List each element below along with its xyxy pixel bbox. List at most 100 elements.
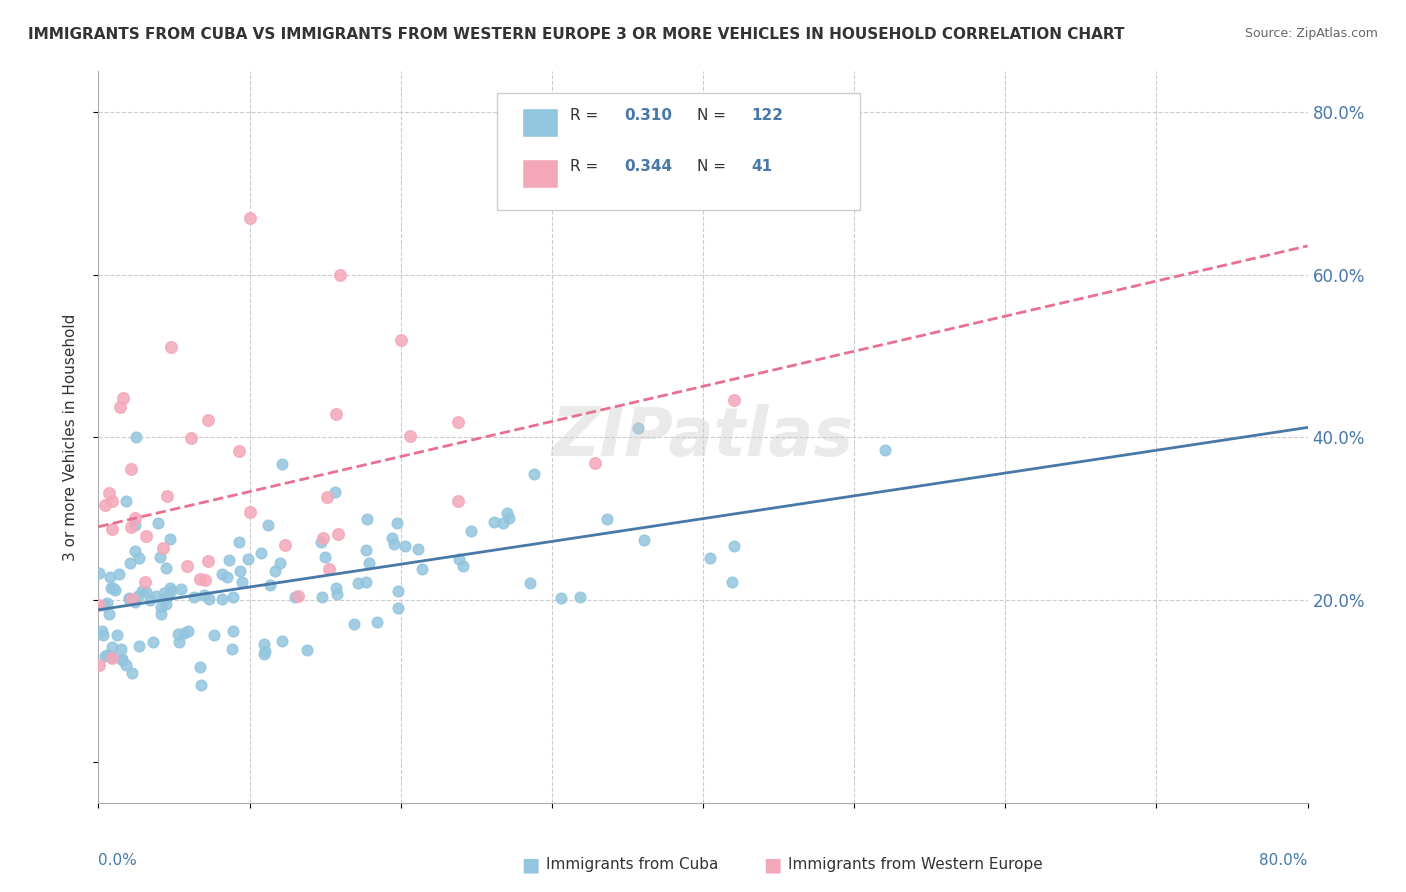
Point bbox=[152, 541, 174, 556]
Point bbox=[93, 599, 115, 613]
Point bbox=[211, 567, 233, 582]
Point bbox=[269, 556, 291, 570]
Point bbox=[311, 591, 333, 605]
Point bbox=[329, 268, 352, 282]
Text: 80.0%: 80.0% bbox=[1260, 853, 1308, 868]
Point bbox=[723, 539, 745, 553]
Point bbox=[120, 461, 142, 475]
Point bbox=[124, 595, 146, 609]
Point bbox=[197, 554, 219, 568]
Point bbox=[108, 400, 131, 414]
Point bbox=[343, 617, 366, 632]
Point bbox=[218, 553, 240, 567]
Point bbox=[387, 516, 409, 531]
Text: R =: R = bbox=[569, 108, 603, 123]
Point bbox=[347, 575, 370, 590]
Point bbox=[217, 570, 239, 584]
Point bbox=[239, 211, 262, 225]
Point bbox=[139, 593, 162, 607]
FancyBboxPatch shape bbox=[522, 108, 558, 137]
Point bbox=[550, 591, 572, 605]
Point bbox=[356, 512, 378, 526]
Point bbox=[523, 467, 546, 481]
Point bbox=[315, 491, 337, 505]
Point bbox=[101, 651, 124, 665]
Point bbox=[221, 641, 243, 656]
Point bbox=[398, 428, 420, 442]
Point bbox=[633, 533, 655, 547]
Y-axis label: 3 or more Vehicles in Household: 3 or more Vehicles in Household bbox=[63, 313, 77, 561]
Point bbox=[394, 539, 416, 553]
Point bbox=[236, 552, 259, 566]
Point bbox=[170, 582, 193, 596]
Point bbox=[519, 576, 541, 591]
Point bbox=[366, 615, 388, 629]
Point bbox=[568, 590, 591, 604]
Point bbox=[118, 592, 141, 607]
Point bbox=[120, 520, 142, 534]
Point bbox=[135, 529, 157, 543]
Point bbox=[98, 485, 121, 500]
Point bbox=[228, 443, 250, 458]
Point bbox=[484, 515, 506, 529]
Point bbox=[253, 637, 276, 651]
Point bbox=[176, 624, 198, 639]
Point bbox=[156, 490, 179, 504]
Point bbox=[221, 624, 243, 639]
Point bbox=[325, 581, 347, 595]
Point bbox=[124, 544, 146, 558]
Text: 0.344: 0.344 bbox=[624, 159, 672, 174]
Point bbox=[451, 558, 474, 573]
Point bbox=[121, 665, 143, 680]
Text: ■: ■ bbox=[763, 855, 782, 874]
Point bbox=[111, 652, 134, 666]
Point bbox=[447, 415, 470, 429]
Point bbox=[254, 644, 277, 658]
Point bbox=[326, 527, 349, 541]
Point bbox=[873, 442, 896, 457]
Point bbox=[159, 582, 181, 596]
Point bbox=[145, 589, 167, 603]
Point bbox=[89, 598, 111, 612]
Point bbox=[211, 591, 233, 606]
Point bbox=[354, 575, 377, 590]
Point bbox=[197, 413, 219, 427]
Point bbox=[287, 589, 309, 603]
FancyBboxPatch shape bbox=[522, 159, 558, 188]
Point bbox=[96, 648, 118, 662]
Text: R =: R = bbox=[569, 159, 603, 174]
Point bbox=[149, 550, 172, 565]
Point bbox=[188, 573, 211, 587]
Point bbox=[153, 586, 176, 600]
Point bbox=[148, 516, 170, 530]
Point bbox=[120, 557, 142, 571]
Point bbox=[318, 562, 340, 576]
Point bbox=[326, 586, 349, 600]
Point bbox=[108, 567, 131, 582]
Point bbox=[190, 677, 212, 691]
Text: ■: ■ bbox=[522, 855, 540, 874]
Point bbox=[127, 589, 149, 603]
Point bbox=[183, 591, 205, 605]
Point bbox=[155, 561, 177, 575]
Point bbox=[387, 600, 409, 615]
Point bbox=[98, 607, 121, 621]
Point bbox=[264, 564, 287, 578]
Point bbox=[118, 591, 141, 605]
Point bbox=[110, 653, 132, 667]
Point bbox=[114, 494, 136, 508]
Point bbox=[381, 531, 404, 545]
Point bbox=[222, 590, 245, 604]
Point bbox=[257, 517, 280, 532]
Point bbox=[492, 516, 515, 530]
Point bbox=[596, 512, 619, 526]
Point bbox=[721, 575, 744, 590]
Point bbox=[124, 518, 146, 533]
Point bbox=[150, 607, 173, 621]
Point bbox=[96, 596, 118, 610]
Point bbox=[159, 340, 181, 354]
Text: N =: N = bbox=[697, 108, 731, 123]
Point bbox=[309, 535, 332, 549]
Point bbox=[121, 591, 143, 606]
Point bbox=[149, 599, 172, 614]
